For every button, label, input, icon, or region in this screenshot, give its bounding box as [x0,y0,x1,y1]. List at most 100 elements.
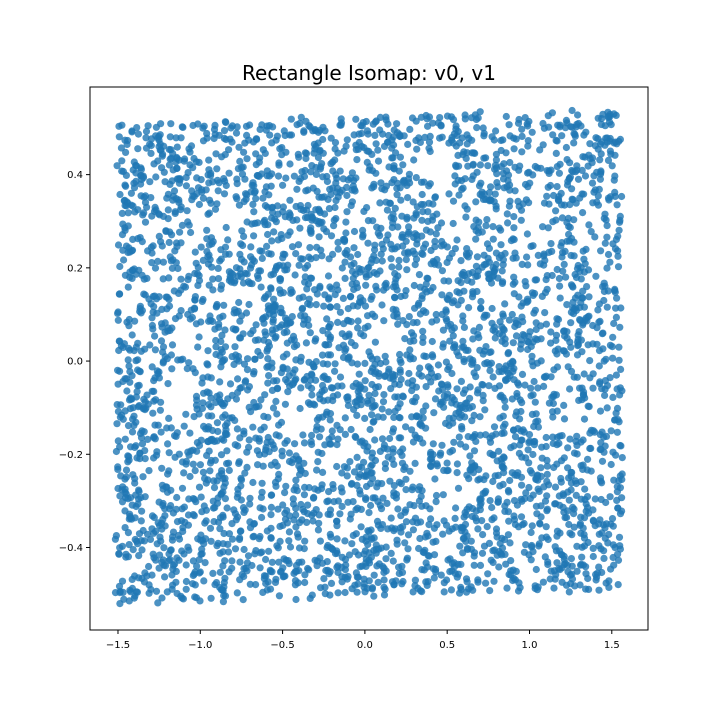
scatter-point [504,508,512,516]
y-tick-label: 0.4 [67,170,83,181]
scatter-point [350,185,358,193]
scatter-point [542,320,551,328]
scatter-point [133,454,141,462]
scatter-point [244,278,253,286]
scatter-point [501,335,509,343]
scatter-point [389,133,397,141]
scatter-point [191,467,199,475]
scatter-point [459,317,467,325]
scatter-point [114,366,122,374]
scatter-point [129,415,137,423]
scatter-point [235,143,243,151]
scatter-point [241,469,249,477]
scatter-point [371,312,379,321]
scatter-point [542,433,550,442]
scatter-point [553,433,562,441]
scatter-point [357,523,365,531]
scatter-point [125,322,133,330]
scatter-point [165,449,173,457]
scatter-point [227,124,235,132]
scatter-point [319,468,327,476]
scatter-point [507,557,515,565]
scatter-point [363,204,371,212]
scatter-point [505,517,513,525]
scatter-point [486,434,494,442]
scatter-point [374,157,383,165]
scatter-point [358,437,366,445]
scatter-point [573,432,581,440]
scatter-point [184,218,192,226]
scatter-point [254,461,262,469]
scatter-point [274,172,283,180]
scatter-point [316,433,324,441]
scatter-point [316,395,324,403]
scatter-point [569,503,577,511]
scatter-point [487,183,495,191]
scatter-point [273,132,281,140]
scatter-point [365,559,374,567]
scatter-point [324,396,332,404]
scatter-point [217,255,225,263]
scatter-point [301,166,309,175]
scatter-point [590,188,598,196]
scatter-point [598,428,606,436]
scatter-point [413,434,421,442]
scatter-point [168,231,176,239]
scatter-point [236,157,244,165]
scatter-point [206,524,215,532]
scatter-point [184,169,192,177]
scatter-point [439,530,447,538]
scatter-point [147,141,155,150]
scatter-point [204,412,212,420]
scatter-point [231,545,240,553]
scatter-point [265,191,273,199]
scatter-point [417,178,426,186]
scatter-point [287,115,295,123]
scatter-point [379,413,387,421]
scatter-point [419,407,427,415]
scatter-point [236,558,244,566]
scatter-point [355,381,364,389]
scatter-point [279,181,287,189]
scatter-point [197,550,205,558]
scatter-point [616,212,624,220]
scatter-point [177,307,185,315]
scatter-point [167,120,175,128]
scatter-point [341,588,349,597]
scatter-point [473,364,481,372]
scatter-point [614,252,622,260]
scatter-point [574,342,582,350]
scatter-point [499,136,507,144]
scatter-point [457,279,465,287]
scatter-point [543,505,552,513]
scatter-point [606,110,614,119]
scatter-point [432,491,441,500]
scatter-point [156,551,164,559]
scatter-point [168,341,177,349]
scatter-point [333,303,341,311]
scatter-point [460,323,468,331]
scatter-point [382,198,390,206]
scatter-point [165,295,173,303]
scatter-point [585,509,593,517]
scatter-point [207,537,215,545]
scatter-point [289,495,297,503]
scatter-point [155,293,163,301]
scatter-point [383,138,392,146]
scatter-point [544,224,552,232]
scatter-point [312,358,320,366]
scatter-point [342,345,350,353]
scatter-point [276,323,284,331]
scatter-point [566,529,574,537]
scatter-point [274,475,282,483]
scatter-point [126,378,134,386]
scatter-point [600,214,608,222]
scatter-point [286,543,295,551]
scatter-point [523,253,531,261]
scatter-point [356,298,364,307]
scatter-point [419,250,427,258]
scatter-point [452,504,460,512]
scatter-point [139,174,148,182]
scatter-point [201,559,209,567]
scatter-point [375,372,383,380]
